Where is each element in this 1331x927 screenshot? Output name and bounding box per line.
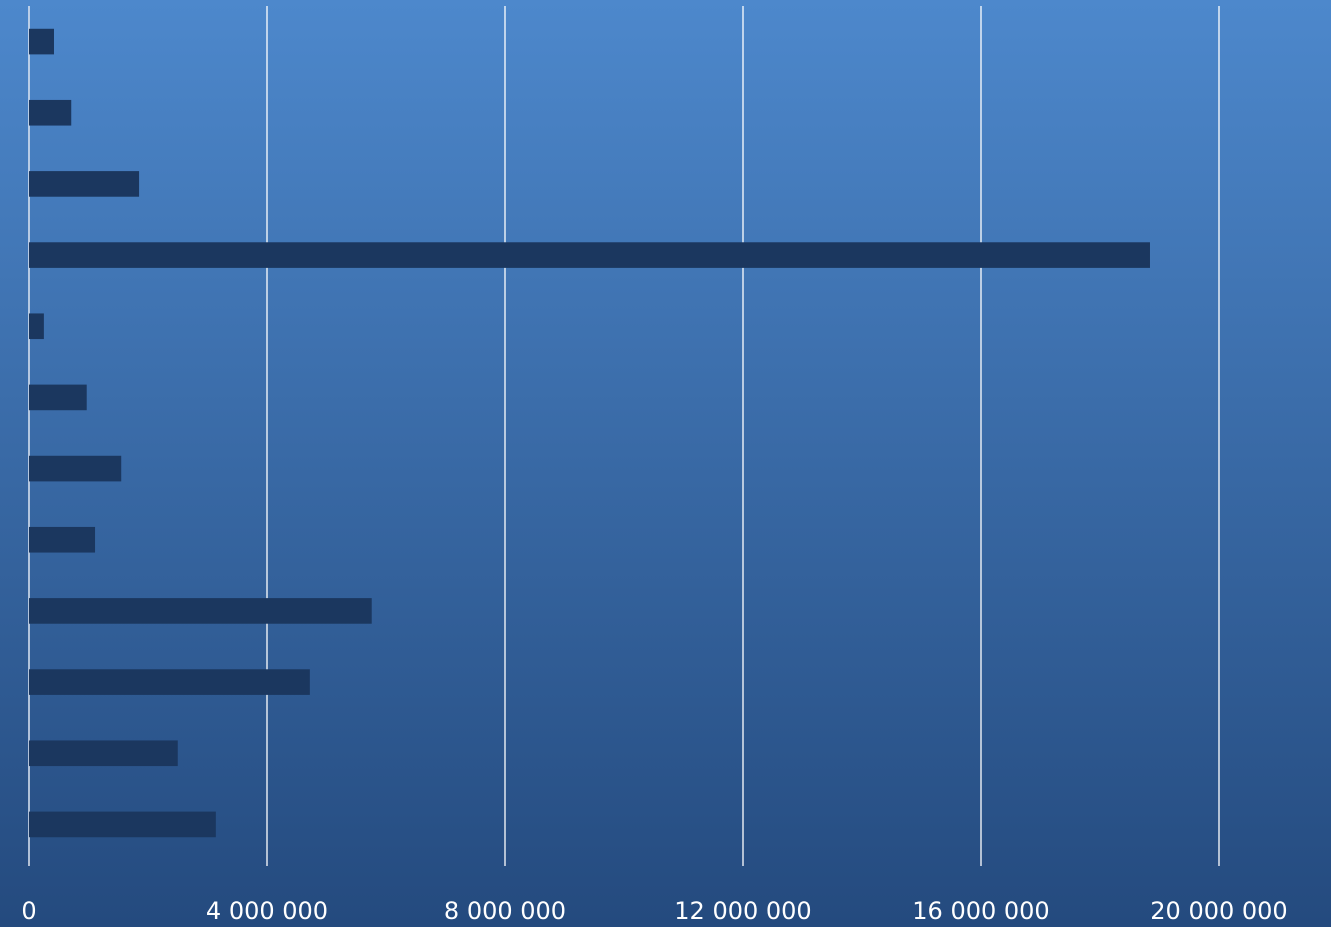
bar [29, 242, 1150, 268]
x-tick-label: 16 000 000 [912, 897, 1049, 925]
x-tick-label: 12 000 000 [674, 897, 811, 925]
bar [29, 669, 310, 695]
bar [29, 811, 216, 838]
bar [29, 740, 178, 767]
x-tick-label: 20 000 000 [1150, 897, 1287, 925]
bar [29, 28, 54, 55]
bar [29, 384, 87, 411]
bar [29, 526, 96, 553]
bar [29, 313, 44, 340]
x-tick-label: 4 000 000 [206, 897, 328, 925]
bar [29, 171, 140, 197]
bar [29, 99, 72, 126]
bar [29, 455, 122, 482]
x-tick-label: 8 000 000 [444, 897, 566, 925]
bar [29, 598, 372, 624]
x-tick-label: 0 [21, 897, 36, 925]
